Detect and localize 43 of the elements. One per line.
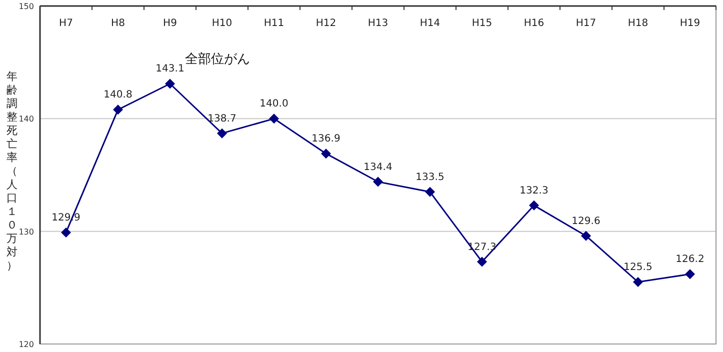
- x-tick-label: H15: [472, 18, 492, 29]
- point: [61, 227, 71, 238]
- point: [113, 104, 123, 115]
- data-label: 143.1: [156, 64, 184, 75]
- point: [581, 230, 591, 241]
- point: [685, 269, 695, 280]
- x-tick-label: H19: [680, 18, 700, 29]
- y-tick-label: 150: [18, 2, 34, 11]
- data-label: 140.8: [104, 90, 132, 101]
- x-tick-label: H12: [316, 18, 336, 29]
- x-tick-label: H13: [368, 18, 388, 29]
- data-label: 140.0: [260, 98, 288, 110]
- x-tick-label: H14: [420, 18, 440, 29]
- x-tick-label: H16: [524, 18, 544, 29]
- data-label: 129.6: [572, 216, 600, 227]
- x-tick-label: H9: [163, 18, 177, 29]
- y-tick-label: 120: [18, 340, 34, 349]
- point: [321, 148, 331, 159]
- point: [529, 200, 539, 210]
- annotation: 全部位がん: [185, 52, 250, 67]
- point: [165, 78, 175, 89]
- data-label: 136.9: [312, 134, 340, 145]
- text: 年齢調整死亡率（人口１０万対）: [6, 70, 18, 272]
- data-label: 133.5: [416, 172, 444, 183]
- point: [633, 277, 643, 288]
- data-label: 134.4: [364, 162, 392, 173]
- point: [269, 114, 279, 124]
- x-tick-label: H17: [576, 18, 596, 29]
- data-label: 126.2: [676, 254, 704, 266]
- point: [373, 176, 383, 187]
- x-tick-label: H8: [111, 18, 125, 29]
- y-tick-label: 130: [18, 227, 34, 236]
- x-tick-label: H11: [264, 18, 284, 29]
- point: [217, 128, 227, 138]
- point: [425, 186, 435, 197]
- data-label: 138.7: [208, 113, 236, 124]
- x-tick-label: H7: [59, 18, 73, 29]
- data-label: 125.5: [624, 262, 652, 274]
- y-tick-label: 140: [18, 114, 34, 124]
- data-label: 132.3: [520, 185, 548, 196]
- x-tick-label: H18: [628, 18, 648, 29]
- x-tick-label: H10: [212, 18, 232, 29]
- point: [477, 256, 487, 267]
